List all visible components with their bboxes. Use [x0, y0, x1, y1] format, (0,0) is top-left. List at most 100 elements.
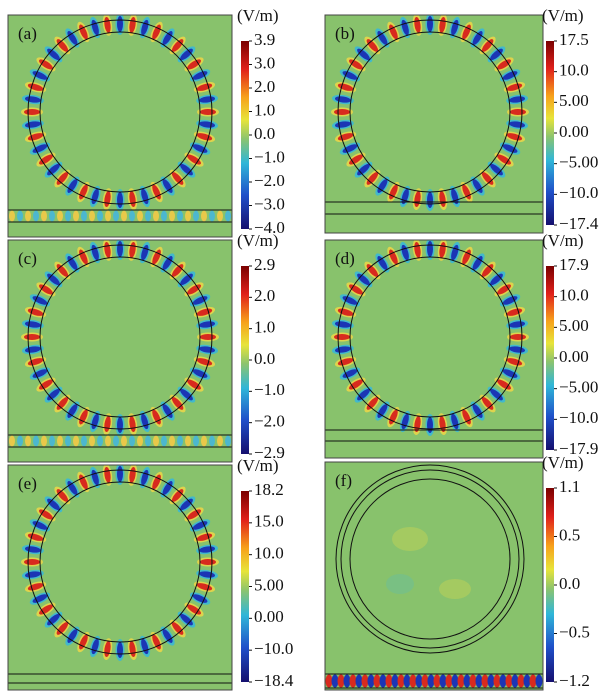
waveguide-lobe	[452, 675, 459, 688]
waveguide-lobe	[73, 436, 79, 447]
waveguide-lobe	[380, 675, 387, 688]
colorbar-tick-label: 0.0	[254, 124, 275, 143]
colorbar-tick-label: 10.0	[254, 544, 284, 563]
waveguide-lobe	[446, 675, 453, 688]
colorbar-tick-label: −0.5	[559, 622, 590, 641]
field-panel	[8, 238, 232, 462]
waveguide-lobe	[81, 211, 87, 222]
waveguide-lobe	[201, 436, 207, 447]
colorbar-tick-label: −3.0	[254, 194, 285, 213]
waveguide-lobe	[17, 211, 23, 222]
waveguide-lobe	[41, 211, 47, 222]
colorbar-tick-label: 1.1	[559, 477, 580, 496]
waveguide-lobe	[500, 675, 507, 688]
colorbar	[546, 488, 554, 682]
waveguide-lobe	[25, 211, 31, 222]
waveguide-lobe	[145, 436, 151, 447]
waveguide-lobe	[113, 436, 119, 447]
colorbar-tick-label: 10.0	[559, 286, 589, 305]
waveguide-lobe	[512, 675, 519, 688]
colorbar-tick-label: 5.00	[559, 91, 589, 110]
field-lobe	[24, 334, 40, 340]
waveguide-lobe	[17, 436, 23, 447]
waveguide-lobe	[217, 436, 223, 447]
waveguide-lobe	[145, 211, 151, 222]
colorbar-tick-label: 0.0	[254, 349, 275, 368]
waveguide-lobe	[368, 675, 375, 688]
waveguide-lobe	[530, 675, 537, 688]
colorbar-tick-label: −10.0	[559, 183, 598, 202]
field-panel	[8, 13, 232, 237]
colorbar-tick-label: 18.2	[254, 480, 284, 499]
waveguide-lobe	[121, 436, 127, 447]
waveguide-lobe	[129, 436, 135, 447]
colorbar-tick-label: 1.0	[254, 100, 275, 119]
field-lobe	[117, 642, 123, 658]
colorbar-tick-label: −5.00	[559, 378, 598, 397]
colorbar-unit: (V/m)	[237, 231, 279, 250]
field-lobe	[427, 16, 433, 32]
waveguide-lobe	[41, 436, 47, 447]
colorbar-tick-label: 2.0	[254, 77, 275, 96]
waveguide-lobe	[185, 211, 191, 222]
waveguide-lobe	[169, 211, 175, 222]
page: {"panels": [ {"label": "(a)", "unit": "(…	[0, 0, 612, 696]
waveguide-lobe	[105, 436, 111, 447]
colorbar-tick-label: −1.2	[559, 671, 590, 690]
waveguide-lobe	[404, 675, 411, 688]
colorbar	[241, 41, 249, 229]
waveguide-lobe	[153, 211, 159, 222]
waveguide-lobe	[536, 675, 543, 688]
waveguide-lobe	[524, 675, 531, 688]
colorbar-tick-label: −10.0	[254, 639, 293, 658]
colorbar-tick-label: 15.0	[254, 512, 284, 531]
waveguide-lobe	[494, 675, 501, 688]
waveguide-lobe	[392, 675, 399, 688]
field-panel	[325, 462, 543, 690]
waveguide-lobe	[482, 675, 489, 688]
waveguide-lobe	[326, 675, 333, 688]
waveguide-lobe	[398, 675, 405, 688]
field-lobe	[510, 334, 526, 340]
colorbar-tick-label: −2.0	[254, 171, 285, 190]
waveguide-lobe	[434, 675, 441, 688]
waveguide-lobe	[464, 675, 471, 688]
waveguide-lobe	[57, 436, 63, 447]
waveguide-lobe	[161, 211, 167, 222]
colorbar	[241, 266, 249, 454]
waveguide-lobe	[89, 436, 95, 447]
colorbar-unit: (V/m)	[542, 6, 584, 25]
waveguide-lobe	[338, 675, 345, 688]
field-lobe	[117, 192, 123, 208]
waveguide-lobe	[428, 675, 435, 688]
waveguide-lobe	[97, 211, 103, 222]
waveguide-lobe	[225, 436, 231, 447]
waveguide-lobe	[332, 675, 339, 688]
colorbar-tick-label: 5.00	[254, 575, 284, 594]
waveguide-lobe	[161, 436, 167, 447]
field-lobe	[427, 417, 433, 433]
colorbar	[546, 266, 554, 450]
colorbar	[241, 491, 249, 682]
colorbar-tick-label: −1.0	[254, 380, 285, 399]
waveguide-lobe	[177, 211, 183, 222]
waveguide-lobe	[105, 211, 111, 222]
colorbar-tick-label: 3.0	[254, 53, 275, 72]
waveguide-lobe	[97, 436, 103, 447]
waveguide-lobe	[518, 675, 525, 688]
colorbar-tick-label: 17.9	[559, 255, 589, 274]
waveguide-lobe	[129, 211, 135, 222]
colorbar	[546, 41, 554, 225]
field-lobe	[200, 109, 216, 115]
field-lobe	[117, 466, 123, 482]
field-lobe	[200, 334, 216, 340]
field-lobe	[427, 192, 433, 208]
field-patch	[392, 527, 428, 551]
waveguide-lobe	[57, 211, 63, 222]
colorbar-tick-label: −10.0	[559, 408, 598, 427]
waveguide-lobe	[65, 211, 71, 222]
waveguide-lobe	[89, 211, 95, 222]
field-lobe	[24, 559, 40, 565]
colorbar-unit: (V/m)	[542, 231, 584, 250]
waveguide-lobe	[25, 436, 31, 447]
